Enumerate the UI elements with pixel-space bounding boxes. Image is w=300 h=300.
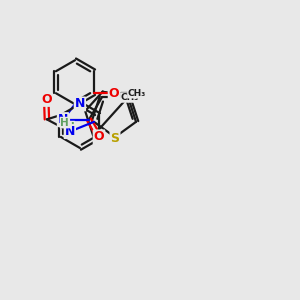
Text: O: O [94, 130, 104, 143]
Text: H: H [61, 118, 69, 128]
Text: S: S [110, 132, 119, 145]
Text: O: O [109, 87, 119, 100]
Text: H: H [66, 122, 74, 132]
Text: N: N [75, 98, 85, 110]
Text: N: N [58, 113, 68, 126]
Text: N: N [65, 125, 75, 138]
Text: O: O [41, 93, 52, 106]
Text: CH₃: CH₃ [128, 89, 146, 98]
Text: CH₃: CH₃ [121, 93, 139, 102]
